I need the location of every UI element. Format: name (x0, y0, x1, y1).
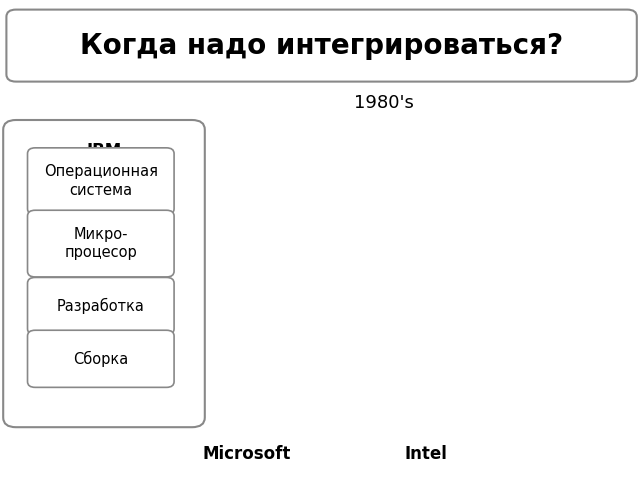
Text: Microsoft: Microsoft (202, 444, 291, 463)
Text: Intel: Intel (404, 444, 447, 463)
Text: IBM: IBM (86, 142, 122, 160)
Text: Микро-
процесор: Микро- процесор (65, 227, 137, 260)
FancyBboxPatch shape (28, 210, 174, 277)
FancyBboxPatch shape (28, 330, 174, 387)
FancyBboxPatch shape (28, 148, 174, 215)
Text: Операционная
система: Операционная система (44, 164, 158, 198)
FancyBboxPatch shape (6, 10, 637, 82)
Text: 1980's: 1980's (354, 94, 414, 112)
FancyBboxPatch shape (3, 120, 205, 427)
FancyBboxPatch shape (28, 277, 174, 335)
Text: Когда надо интегрироваться?: Когда надо интегрироваться? (80, 32, 563, 60)
Text: Разработка: Разработка (57, 298, 145, 314)
Text: Сборка: Сборка (73, 351, 129, 367)
